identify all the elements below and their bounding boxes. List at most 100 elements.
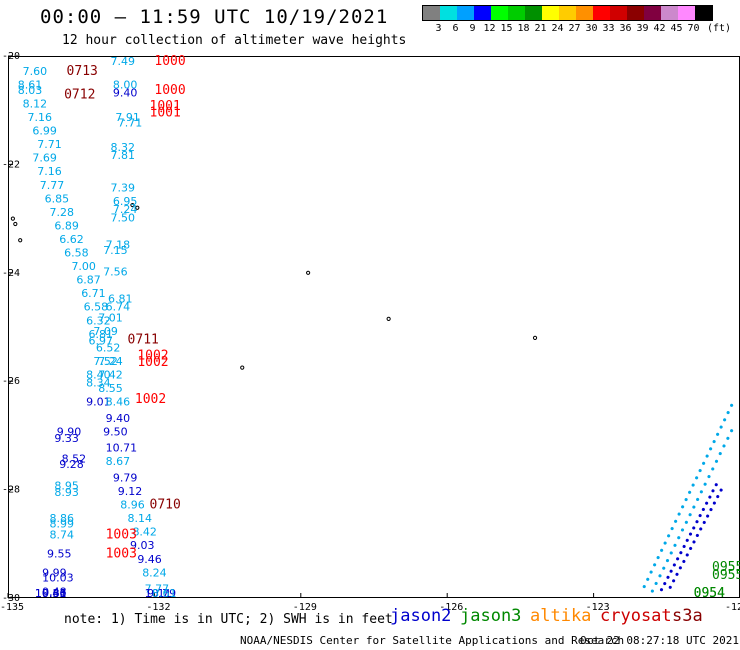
lon-tick-label: -126 [439,602,463,613]
wave-height-label: 8.00 [113,79,138,92]
wave-height-label: 7.24 [98,355,123,368]
pass-time-label: 0955 [712,560,740,575]
legend-swatch [559,6,576,20]
pass-time-label: 1000 [154,54,185,69]
pass-time-label: 0712 [64,87,95,102]
legend-swatch [695,6,712,20]
wave-height-label: 7.42 [98,368,123,381]
lat-tick-label: -24 [2,268,20,279]
wave-height-label: 6.99 [32,125,57,138]
wave-height-label: 6.58 [84,301,109,314]
wave-height-label: 9.55 [47,547,72,560]
island [10,216,15,221]
lon-tick-label: -132 [146,602,170,613]
wave-height-label: 7.16 [28,111,53,124]
wave-height-label: 7.24 [113,203,138,216]
wave-height-label: 8.03 [18,84,43,97]
wave-height-label: 6.58 [64,247,89,260]
legend-bin-label: 3 [435,23,442,34]
legend-swatch [440,6,457,20]
wave-height-label: 9.28 [59,458,84,471]
legend-bin-label: 9 [469,23,476,34]
wave-height-label: 7.52 [93,355,118,368]
wave-height-label: 8.14 [128,512,153,525]
lon-tick-label: -120 [725,602,740,613]
legend-bin-label: 42 [653,23,666,34]
wave-height-label: 7.60 [23,65,48,78]
wave-height-label: 8.52 [62,453,87,466]
wave-height-label: 7.01 [98,312,123,325]
pass-time-label: 1000 [154,83,185,98]
legend-swatch [627,6,644,20]
credit-line: NOAA/NESDIS Center for Satellite Applica… [240,634,625,647]
wave-height-label: 9.03 [130,539,155,552]
satellite-cryosat: cryosat [600,606,672,626]
legend-swatch [644,6,661,20]
wave-height-label: 7.28 [49,206,73,219]
legend-bin-label: 24 [551,23,564,34]
wave-height-label: 8.99 [49,518,73,531]
wave-height-label: 7.56 [103,266,128,279]
wave-height-label: 8.96 [120,499,144,512]
wave-height-label: 8.34 [86,377,111,390]
wave-height-label: 8.32 [110,141,135,154]
lon-tick-label: -123 [586,602,610,613]
pass-time-label: 0711 [128,332,159,347]
legend-bin-label: 33 [602,23,615,34]
wave-height-label: 6.81 [89,328,114,341]
island [532,335,538,340]
wave-height-label: 9.79 [113,471,138,484]
wave-height-label: 8.95 [54,480,79,493]
wave-height-label: 6.74 [106,301,131,314]
island [18,238,23,243]
wave-height-label: 10.33 [35,587,66,600]
wave-height-label: 8.46 [106,396,131,409]
legend-swatch [593,6,610,20]
pass-time-label: 1001 [150,106,181,121]
pass-time-label: 0713 [67,64,98,79]
pass-time-label: 1003 [106,546,137,561]
wave-height-label: 10.79 [145,587,177,600]
legend-swatch [610,6,627,20]
satellite-altika: altika [530,606,592,626]
wave-height-label: 6.71 [81,287,106,300]
generated-timestamp: Oct 22 08:27:18 UTC 2021 [580,634,739,647]
island [130,202,135,208]
wave-height-label: 10.71 [106,442,138,455]
wave-height-label: 7.49 [110,55,135,68]
satellite-s3a: s3a [672,606,703,626]
pass-time-label: 1001 [150,99,181,114]
legend-swatches [422,5,713,21]
wave-height-label: 6.87 [76,274,101,287]
wave-height-label: 9.46 [137,553,162,566]
legend-bin-label: 27 [568,23,581,34]
legend-swatch [508,6,525,20]
wave-height-label: 7.81 [110,149,135,162]
satellite-jason2: jason2 [390,606,452,626]
wave-height-label: 7.91 [115,111,140,124]
legend-unit: (ft) [707,23,732,34]
wave-height-label: 6.81 [108,293,133,306]
footnote: note: 1) Time is in UTC; 2) SWH is in fe… [64,612,393,627]
wave-height-label: 6.97 [89,334,114,347]
legend-swatch [457,6,474,20]
wave-height-label: 7.09 [93,325,118,338]
lat-tick-label: -28 [2,485,20,496]
wave-height-label: 10.03 [42,572,74,585]
wave-height-label: 7.71 [118,116,143,129]
page-subtitle: 12 hour collection of altimeter wave hei… [62,33,407,48]
legend-bin-label: 12 [483,23,496,34]
wave-height-label: 8.61 [18,79,43,92]
legend-bin-label: 6 [452,23,459,34]
legend-bin-label: 39 [636,23,649,34]
island [306,270,311,275]
wave-height-label: 8.86 [49,512,73,525]
wave-height-label: 8.61 [152,587,177,600]
wave-height-label: 6.62 [59,233,84,246]
pass-time-label: 1002 [137,349,168,364]
wave-height-label: 8.40 [86,368,111,381]
wave-height-label: 7.18 [106,238,131,251]
wave-height-label: 6.95 [113,195,138,208]
legend-bin-label: 45 [670,23,683,34]
